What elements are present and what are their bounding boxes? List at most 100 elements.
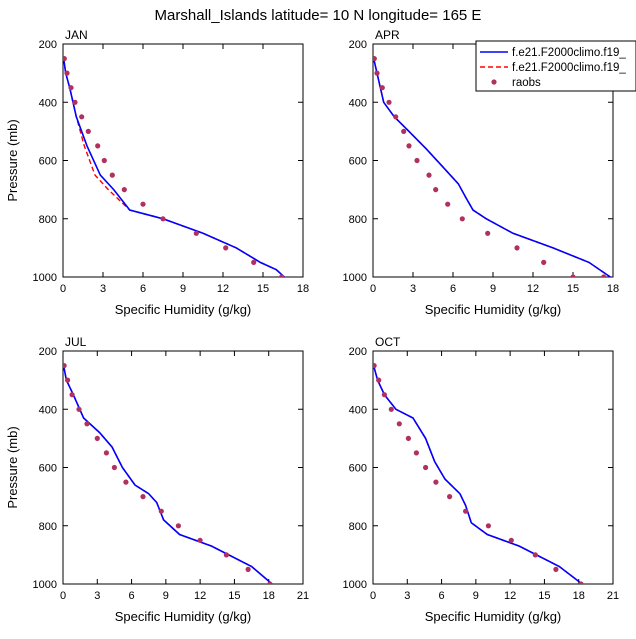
raobs-point bbox=[578, 581, 584, 584]
x-tick-label: 6 bbox=[129, 590, 135, 602]
y-tick-label: 800 bbox=[39, 521, 57, 533]
raobs-point bbox=[140, 494, 146, 500]
raobs-point bbox=[79, 114, 85, 120]
raobs-point bbox=[95, 143, 101, 149]
y-tick-label: 400 bbox=[349, 97, 367, 109]
y-tick-label: 1000 bbox=[343, 579, 367, 591]
panel-label-jan: JAN bbox=[65, 28, 88, 42]
raobs-point bbox=[223, 245, 229, 251]
raobs-point bbox=[401, 128, 407, 134]
raobs-point bbox=[485, 523, 491, 529]
x-tick-label: 0 bbox=[370, 590, 376, 602]
y-axis-label-jul: Pressure (mb) bbox=[5, 426, 20, 508]
panel-jul: JUL 0 3 6 9 12 15 18 21 200 400 600 800 1000 Specific … bbox=[5, 335, 309, 624]
x-tick-label: 3 bbox=[94, 590, 100, 602]
y-tick-label: 200 bbox=[39, 346, 57, 358]
x-tick-label: 12 bbox=[217, 283, 229, 295]
model-line-solid-jan bbox=[63, 58, 285, 277]
raobs-point bbox=[433, 187, 439, 193]
x-tick-label: 3 bbox=[404, 590, 410, 602]
raobs-point bbox=[69, 392, 75, 398]
raobs-point bbox=[601, 274, 607, 277]
raobs-point bbox=[553, 566, 559, 573]
raobs-point bbox=[223, 552, 229, 558]
raobs-point bbox=[72, 99, 78, 105]
raobs-point bbox=[279, 274, 285, 277]
raobs-point bbox=[158, 508, 164, 514]
x-tick-label: 18 bbox=[297, 283, 309, 295]
raobs-point bbox=[406, 143, 412, 149]
x-tick-label: 0 bbox=[60, 590, 66, 602]
raobs-point bbox=[84, 421, 90, 427]
x-tick-label: 0 bbox=[370, 283, 376, 295]
y-tick-label: 400 bbox=[39, 404, 57, 416]
raobs-point bbox=[373, 363, 377, 369]
raobs-point bbox=[541, 259, 547, 265]
raobs-point bbox=[532, 552, 538, 558]
raobs-point bbox=[251, 259, 257, 265]
y-tick-label: 200 bbox=[349, 39, 367, 51]
raobs-point bbox=[386, 99, 392, 105]
raobs-point bbox=[267, 581, 273, 584]
y-tick-label: 600 bbox=[39, 156, 57, 168]
panel-label-apr: APR bbox=[375, 28, 400, 42]
plot-area-jan bbox=[63, 56, 285, 277]
raobs-point bbox=[570, 274, 576, 277]
y-tick-label: 400 bbox=[349, 404, 367, 416]
x-axis-label-apr: Specific Humidity (g/kg) bbox=[425, 302, 562, 317]
legend-marker-raobs bbox=[491, 79, 497, 85]
plot-area-jul bbox=[63, 363, 273, 584]
y-tick-label: 1000 bbox=[33, 579, 57, 591]
x-tick-label: 6 bbox=[140, 283, 146, 295]
y-tick-label: 400 bbox=[39, 97, 57, 109]
raobs-point bbox=[68, 85, 74, 91]
raobs-point bbox=[63, 363, 67, 369]
raobs-point bbox=[388, 406, 394, 412]
x-tick-label: 6 bbox=[450, 283, 456, 295]
raobs-point bbox=[197, 537, 203, 543]
x-axis-label-oct: Specific Humidity (g/kg) bbox=[425, 609, 562, 624]
panel-oct: OCT 0 3 6 9 12 15 18 21 200 400 600 800 1000 Specific … bbox=[343, 335, 620, 624]
legend-box bbox=[475, 40, 636, 92]
panel-label-jul: JUL bbox=[65, 335, 87, 349]
panel-label-oct: OCT bbox=[375, 335, 401, 349]
raobs-point bbox=[103, 450, 109, 456]
raobs-point bbox=[376, 377, 382, 383]
raobs-point bbox=[123, 479, 129, 485]
x-tick-label: 9 bbox=[180, 283, 186, 295]
plot-area-apr bbox=[373, 56, 611, 277]
raobs-point bbox=[459, 216, 465, 222]
y-tick-label: 1000 bbox=[33, 272, 57, 284]
raobs-point bbox=[175, 523, 181, 529]
raobs-point bbox=[76, 406, 82, 412]
x-tick-label: 15 bbox=[567, 283, 579, 295]
x-tick-label: 18 bbox=[573, 590, 585, 602]
model-line-solid-apr bbox=[373, 58, 611, 277]
x-tick-label: 18 bbox=[263, 590, 275, 602]
raobs-point bbox=[121, 187, 127, 193]
panel-jan: JAN 0 3 6 9 12 15 18 200 400 600 800 1000 Specific Hu… bbox=[5, 28, 309, 317]
raobs-point bbox=[85, 128, 91, 134]
raobs-point bbox=[485, 230, 491, 236]
raobs-point bbox=[193, 230, 199, 236]
plot-frame-oct bbox=[372, 350, 614, 585]
legend-label-model2: f.e21.F2000climo.f19_ bbox=[512, 62, 626, 74]
y-tick-label: 600 bbox=[349, 156, 367, 168]
y-tick-label: 600 bbox=[39, 463, 57, 475]
x-tick-label: 15 bbox=[257, 283, 269, 295]
raobs-point bbox=[381, 392, 387, 398]
model-line-dashed-jul bbox=[63, 365, 273, 584]
raobs-point bbox=[508, 537, 514, 543]
legend-label-model1: f.e21.F2000climo.f19_ bbox=[512, 47, 626, 59]
x-tick-label: 21 bbox=[297, 590, 309, 602]
plot-area-oct bbox=[373, 363, 584, 584]
x-tick-label: 12 bbox=[194, 590, 206, 602]
y-tick-label: 200 bbox=[39, 39, 57, 51]
raobs-point bbox=[393, 114, 399, 120]
x-tick-label: 0 bbox=[60, 283, 66, 295]
raobs-point bbox=[445, 201, 451, 207]
y-tick-label: 800 bbox=[349, 214, 367, 226]
x-tick-label: 15 bbox=[228, 590, 240, 602]
